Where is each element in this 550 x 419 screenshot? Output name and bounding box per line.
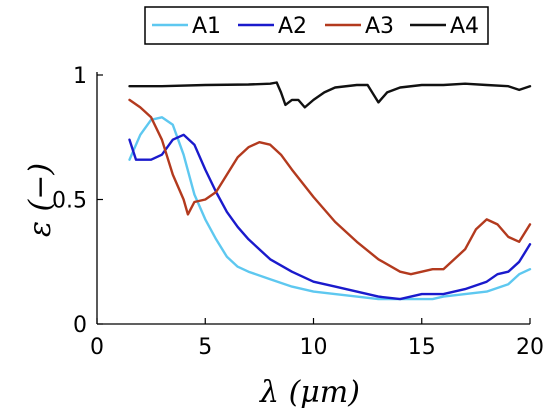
legend-label-a4: A4: [450, 14, 479, 39]
y-tick-label: 1: [73, 64, 87, 89]
y-tick-label: 0.5: [52, 189, 87, 214]
y-tick-label: 0: [73, 313, 87, 338]
legend-label-a2: A2: [278, 14, 307, 39]
axes: 0 5 10 15 20 0 0.5 1: [52, 64, 544, 360]
series-line-a2: [128, 133, 532, 301]
legend-label-a1: A1: [192, 14, 221, 39]
x-tick-label: 10: [300, 335, 328, 360]
series-layer: [128, 81, 532, 301]
series-line-a4: [128, 81, 532, 109]
series-line-a1: [128, 116, 532, 301]
x-tick-label: 5: [198, 335, 212, 360]
y-axis-label: ε (−): [23, 163, 58, 237]
x-axis-label: λ (μm): [259, 375, 360, 410]
x-tick-label: 0: [90, 335, 104, 360]
x-tick-label: 20: [516, 335, 544, 360]
legend-label-a3: A3: [365, 14, 394, 39]
series-line-a3: [128, 98, 532, 276]
legend: A1 A2 A3 A4: [144, 6, 489, 45]
x-tick-label: 15: [408, 335, 436, 360]
